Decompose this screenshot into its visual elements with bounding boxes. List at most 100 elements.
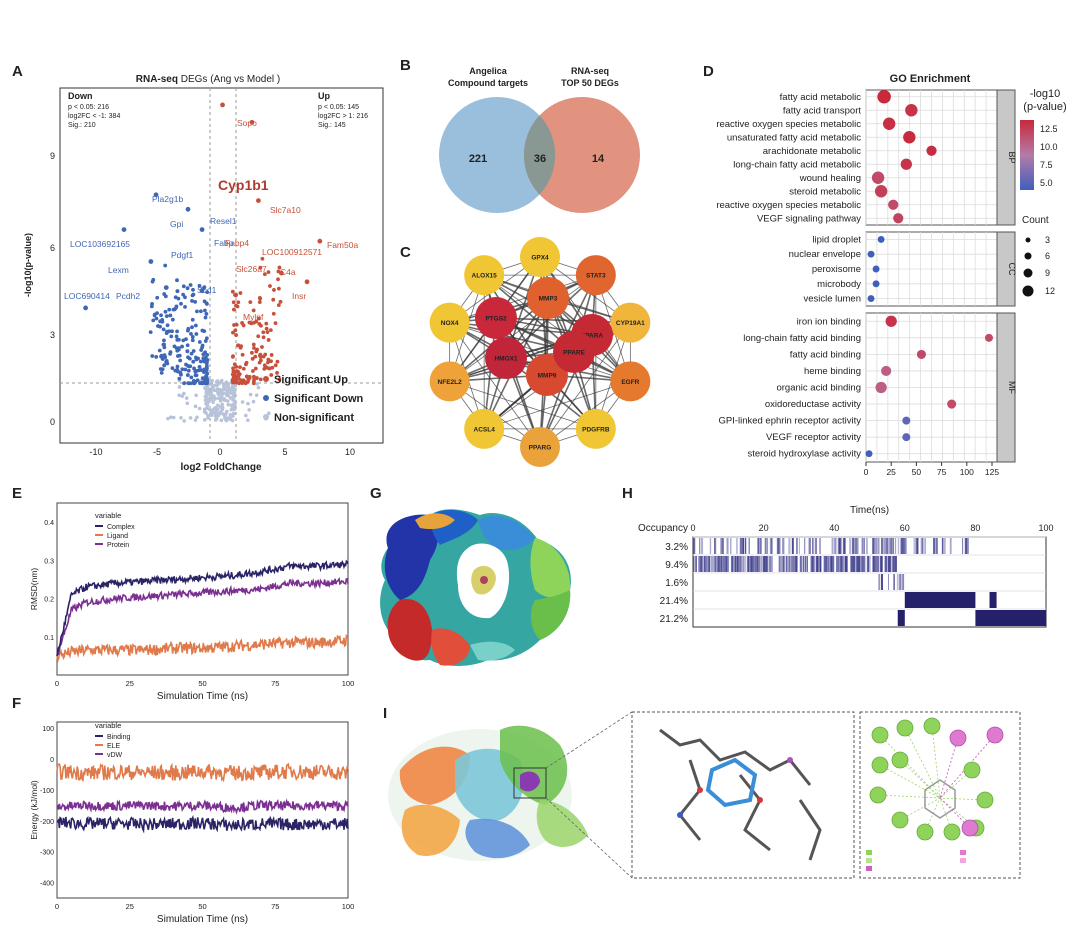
ns-point <box>228 396 233 400</box>
interaction-line <box>939 797 971 829</box>
heatmap-tick <box>785 556 788 572</box>
down-point <box>185 349 190 354</box>
down-point <box>174 334 179 339</box>
up-point <box>234 322 239 327</box>
xtick-label: 75 <box>271 902 279 911</box>
go-term-label: steroid hydroxylase activity <box>747 449 861 460</box>
heatmap-tick <box>714 538 716 554</box>
ytick-label: -400 <box>40 881 54 888</box>
up-point <box>273 363 278 368</box>
down-point <box>205 359 209 364</box>
volcano-points <box>83 102 323 423</box>
ns-point <box>218 398 223 403</box>
residue-node <box>961 819 979 837</box>
heatmap-tick <box>846 556 848 572</box>
go-dotplot: fatty acid metabolic fatty acid transport… <box>716 89 1017 477</box>
heatmap-tick <box>831 538 834 554</box>
heatmap-tick <box>863 556 865 572</box>
xtick-label: 25 <box>126 902 134 911</box>
heatmap-tick <box>876 556 879 572</box>
gene-label-down-5: LOC103692165 <box>70 239 130 249</box>
down-point <box>165 361 170 366</box>
xtick-label: 0 <box>55 902 59 911</box>
go-dot <box>867 250 875 258</box>
down-point <box>167 307 172 312</box>
network-node-label: HMOX1 <box>494 356 518 363</box>
labeled-point <box>148 259 154 264</box>
ns-point <box>231 393 236 398</box>
down-point <box>190 338 195 343</box>
up-point <box>257 360 262 365</box>
venn-right-title-1: RNA-seq <box>571 66 609 76</box>
heatmap-tick <box>790 556 793 572</box>
ytick-label: 0.4 <box>44 520 54 527</box>
network-node-label: MMP9 <box>538 373 557 380</box>
heatmap-tick <box>711 556 713 572</box>
series-line-vdw <box>56 798 349 815</box>
up-point <box>260 256 265 261</box>
heatmap-tick <box>816 556 819 572</box>
heatmap-tick <box>759 556 761 572</box>
ns-point <box>215 407 220 412</box>
heatmap-tick <box>742 556 745 572</box>
gene-label-up-9: Mylpf <box>243 312 264 322</box>
heatmap-tick <box>769 538 771 554</box>
heatmap-tick <box>874 556 877 572</box>
network-node <box>520 427 560 467</box>
residue-node <box>871 756 889 774</box>
go-term-label: long-chain fatty acid metabolic <box>733 159 861 170</box>
up-point <box>254 349 259 354</box>
ns-point <box>213 397 217 401</box>
up-point <box>275 359 280 364</box>
go-strip <box>996 312 1016 463</box>
heatmap-tick <box>760 538 762 554</box>
down-point <box>200 289 205 294</box>
heatmap-tick <box>895 538 897 554</box>
go-dot <box>902 433 911 442</box>
volcano-xlabel: log2 FoldChange <box>180 462 262 473</box>
interaction-line <box>939 737 959 799</box>
panel-label-d: D <box>703 63 714 80</box>
labeled-point <box>83 305 88 311</box>
heatmap-tick <box>693 538 696 554</box>
go-count-dot-2 <box>1024 252 1032 260</box>
ns-point <box>216 396 221 400</box>
up-point <box>272 288 276 292</box>
heatmap-xtick: 60 <box>900 523 910 533</box>
go-term-label: fatty acid binding <box>790 349 861 360</box>
network-edge <box>449 380 596 430</box>
ns-point <box>232 388 237 393</box>
ns-point <box>203 385 207 390</box>
ns-point <box>247 408 251 412</box>
heatmap-tick <box>793 556 796 572</box>
heatmap-tick <box>834 538 837 554</box>
go-dot <box>872 265 880 273</box>
down-point <box>186 355 190 360</box>
down-point <box>190 334 195 339</box>
heatmap-tick <box>883 538 885 554</box>
down-point <box>177 376 182 381</box>
up-point <box>276 277 280 282</box>
volcano-xtick-4: 5 <box>282 447 287 457</box>
residue-node <box>916 823 934 841</box>
ns-point <box>203 418 207 422</box>
heatmap-tick <box>708 556 711 572</box>
heatmap-tick <box>823 556 825 572</box>
down-point <box>196 356 200 361</box>
heatmap-tick <box>720 556 723 572</box>
heatmap-tick <box>700 556 702 572</box>
heatmap-tick <box>892 556 894 572</box>
labeled-point <box>163 285 169 290</box>
heatmap-tick <box>798 538 800 554</box>
heatmap-row-label: 21.2% <box>660 614 688 625</box>
up-point <box>238 345 243 350</box>
heatmap-row-label: 3.2% <box>665 542 688 553</box>
ns-point <box>185 401 190 406</box>
down-point <box>200 380 205 385</box>
volcano-title-rest: DEGs (Ang vs Model ) <box>178 74 280 85</box>
ns-point <box>226 399 230 403</box>
xtick-label: 0 <box>55 679 59 688</box>
go-term-label: iron ion binding <box>797 316 861 327</box>
heatmap-tick <box>812 538 814 554</box>
